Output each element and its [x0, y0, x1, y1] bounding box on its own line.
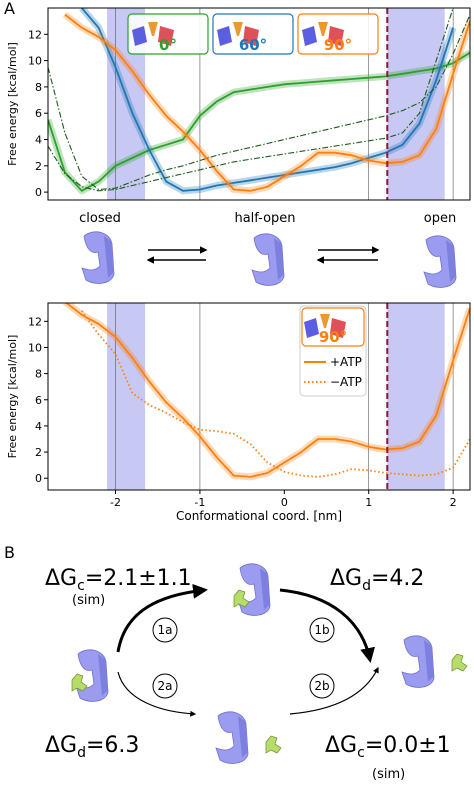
y-tick-label: 4: [35, 420, 42, 433]
icon: [233, 22, 243, 36]
y-tick-label: 2: [35, 446, 42, 459]
delta-g: ΔGd=6.3: [45, 733, 139, 761]
legend-label: 90°: [324, 36, 352, 54]
legend-label: 60°: [239, 36, 267, 54]
step-circle: [152, 673, 178, 699]
y-tick-label: 0: [35, 472, 42, 485]
series-line: [65, 303, 470, 478]
shaded-region: [387, 303, 445, 490]
x-tick-label: 0: [281, 496, 288, 509]
y-tick-label: 6: [35, 394, 42, 407]
protein-icon: [237, 563, 271, 616]
arrow: [289, 666, 379, 715]
legend-label: 0°: [159, 36, 177, 54]
y-tick-label: 6: [35, 107, 42, 120]
arrow: [117, 671, 197, 717]
ligand: [233, 589, 250, 608]
equilibrium-arrows: [146, 246, 380, 264]
y-axis-label: Free energy [kcal/mol]: [6, 42, 19, 166]
ligand: [451, 653, 468, 672]
protein-icon: [81, 231, 115, 284]
y-axis-label: Free energy [kcal/mol]: [6, 335, 19, 459]
chart: 0 2 4 6 8 10 12 Free energy [kcal/mol] 0° 60° 90°: [6, 7, 471, 201]
y-tick-label: 2: [35, 160, 42, 173]
step-circle: [152, 617, 178, 643]
legend-box: [301, 307, 365, 347]
step-circle: [309, 673, 335, 699]
state-label: open: [424, 211, 456, 226]
delta-g: ΔGc=0.0±1: [325, 733, 451, 761]
icon: [302, 26, 317, 46]
icon: [243, 26, 259, 46]
y-tick-label: 10: [28, 341, 42, 354]
x-tick-label: -1: [194, 496, 205, 509]
note: (sim): [372, 767, 405, 782]
step-label: 2b: [314, 679, 329, 693]
y-tick-label: 12: [28, 315, 42, 328]
icon: [304, 318, 319, 338]
cycle: ΔGc=2.1±1.1 (sim) ΔGd=4.2 ΔGd=6.3 ΔGc=0.…: [45, 563, 468, 782]
plot-area: [48, 8, 470, 200]
x-tick-label: 1: [365, 496, 372, 509]
plot-area: [62, 303, 470, 490]
legend-label: −ATP: [330, 375, 362, 389]
panel-label: A: [4, 0, 15, 18]
icon: [132, 26, 147, 46]
x-tick-label: -2: [110, 496, 121, 509]
series-line: [81, 8, 454, 192]
arrow: [279, 588, 375, 663]
series-line: [48, 14, 470, 191]
ligand: [71, 673, 88, 692]
plot-frame: [47, 7, 471, 201]
icon: [148, 22, 158, 36]
series-line: [64, 13, 470, 192]
ligand: [265, 735, 282, 754]
y-tick-label: 4: [35, 134, 42, 147]
protein-icon: [215, 711, 249, 764]
delta-g: ΔGd=4.2: [330, 566, 424, 594]
step-circle: [309, 617, 335, 643]
protein-icon: [401, 635, 435, 688]
y-tick-label: 8: [35, 368, 42, 381]
x-axis-label: Conformational coord. [nm]: [176, 509, 342, 523]
panel-label: B: [4, 543, 15, 562]
arrow: [116, 583, 208, 653]
y-tick-label: 8: [35, 81, 42, 94]
step-label: 1a: [158, 623, 173, 637]
icon: [330, 318, 346, 338]
step-label: 1b: [314, 623, 329, 637]
protein-icon: [423, 235, 457, 288]
series-line: [48, 51, 470, 192]
icon: [318, 22, 328, 36]
note: (sim): [72, 593, 105, 608]
icon: [158, 26, 174, 46]
legend-label: +ATP: [330, 355, 362, 369]
y-tick-label: 12: [28, 28, 42, 41]
state-label: half-open: [234, 211, 295, 226]
step-label: 2a: [158, 679, 173, 693]
delta-g: ΔGc=2.1±1.1: [45, 566, 192, 594]
state-label: closed: [79, 211, 121, 226]
icon: [217, 26, 232, 46]
protein-icon: [251, 233, 285, 286]
y-tick-label: 0: [35, 186, 42, 199]
icon: [320, 314, 330, 328]
y-tick-label: 10: [28, 55, 42, 68]
shaded-region: [107, 303, 146, 490]
x-tick-label: 2: [450, 496, 457, 509]
legend-title: 90°: [319, 328, 347, 346]
plot-frame: [47, 302, 471, 491]
icon: [328, 26, 344, 46]
